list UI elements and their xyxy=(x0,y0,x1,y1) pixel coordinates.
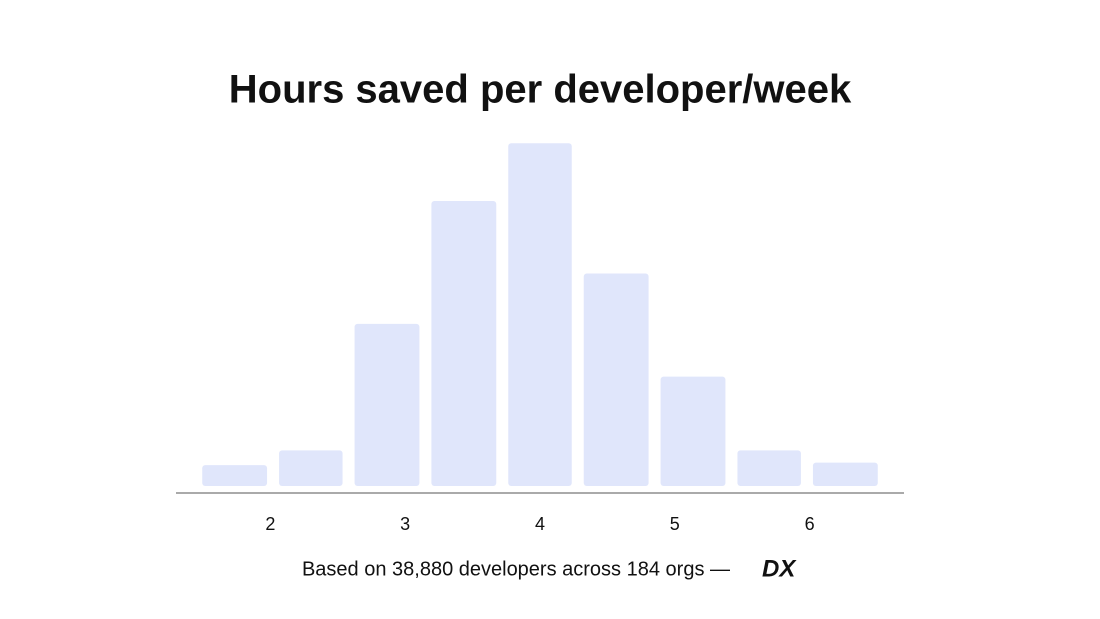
brand-logo: DX xyxy=(762,555,797,582)
x-tick-label: 6 xyxy=(805,514,815,534)
x-tick-label: 4 xyxy=(535,514,545,534)
x-tick-label: 3 xyxy=(400,514,410,534)
bar xyxy=(354,323,420,486)
bar xyxy=(660,376,726,486)
bar xyxy=(431,200,497,486)
bar xyxy=(279,450,343,486)
x-tick-label: 5 xyxy=(670,514,680,534)
bar xyxy=(202,465,268,486)
bar xyxy=(508,143,572,486)
x-tick-label: 2 xyxy=(265,514,275,534)
footnote: Based on 38,880 developers across 184 or… xyxy=(302,558,730,580)
bar xyxy=(737,450,801,486)
bar xyxy=(583,273,649,486)
bar xyxy=(812,462,878,486)
chart-title: Hours saved per developer/week xyxy=(229,68,852,112)
